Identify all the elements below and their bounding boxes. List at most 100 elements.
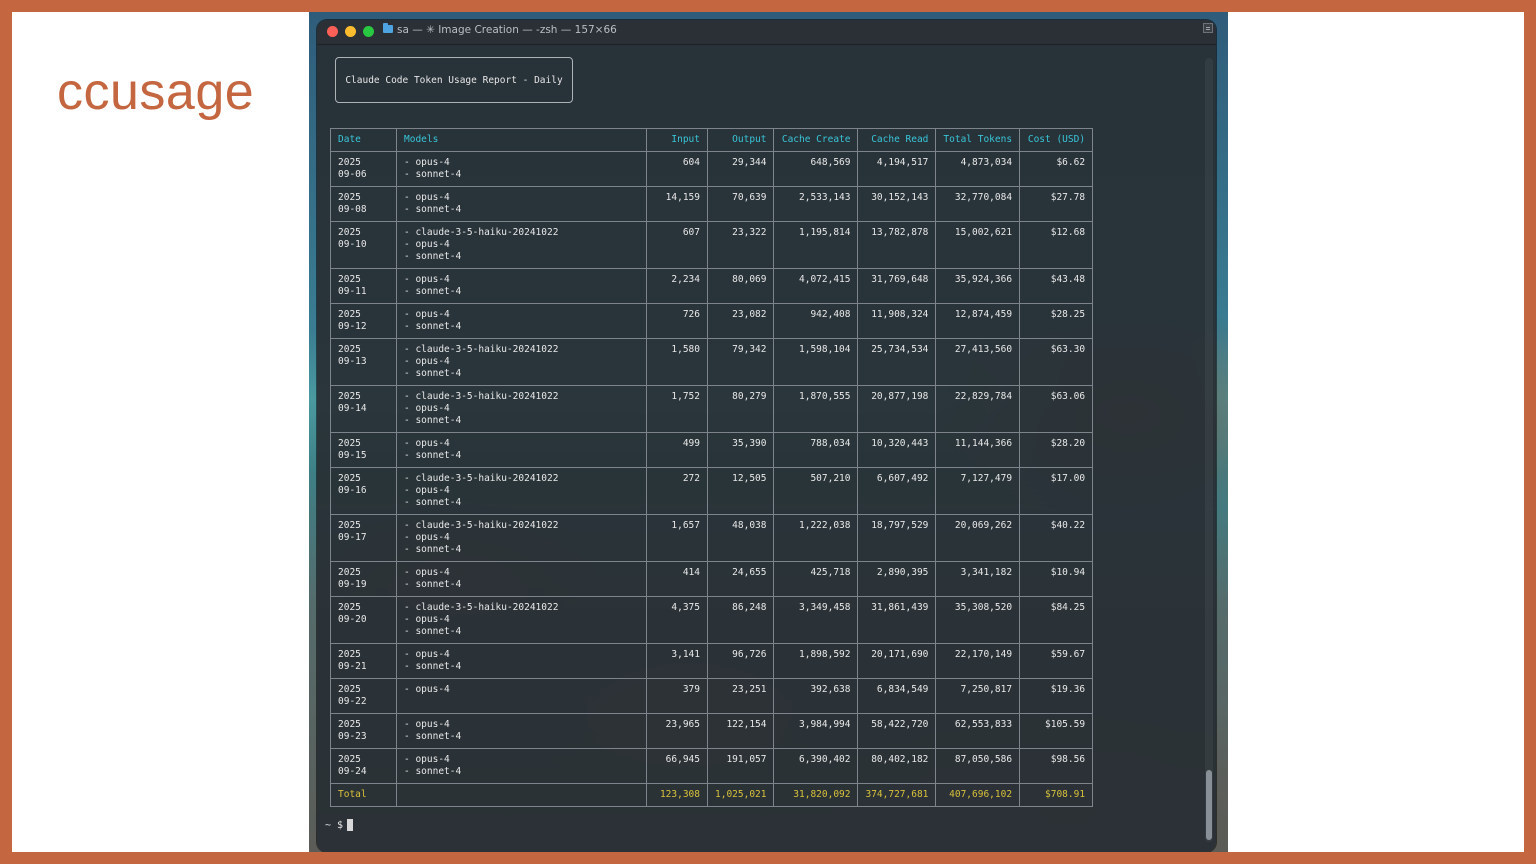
terminal-titlebar[interactable]: sa — ✳ Image Creation — -zsh — 157×66 <box>317 20 1216 45</box>
model-name: - claude-3-5-haiku-20241022 <box>404 473 559 484</box>
model-name: - sonnet-4 <box>404 286 462 297</box>
model-name: - sonnet-4 <box>404 169 462 180</box>
cell-total-tokens: 87,050,586 <box>935 748 1021 784</box>
cell-cache-create: 1,598,104 <box>773 338 859 386</box>
table-row: 2025 09-12- opus-4- sonnet-4 726 23,082 942,… <box>330 303 1094 339</box>
cell-total-tokens: 20,069,262 <box>935 514 1021 562</box>
cell-cache-create: 788,034 <box>773 432 859 468</box>
model-name: - opus-4 <box>404 356 450 367</box>
cell-input: 272 <box>646 467 708 515</box>
cell-cost: $43.48 <box>1019 268 1094 304</box>
cell-models: - opus-4- sonnet-4 <box>396 561 647 597</box>
date-line: 09-11 <box>338 286 367 297</box>
model-name: - sonnet-4 <box>404 251 462 262</box>
split-pane-icon[interactable] <box>1203 23 1213 33</box>
date-line: 09-08 <box>338 204 367 215</box>
cell-date: 2025 09-19 <box>330 561 397 597</box>
scrollbar-thumb[interactable] <box>1206 770 1212 840</box>
terminal-window[interactable]: sa — ✳ Image Creation — -zsh — 157×66 Cl… <box>317 20 1216 852</box>
cell-output: 86,248 <box>706 596 775 644</box>
maximize-window-button[interactable] <box>363 26 374 37</box>
model-name: - sonnet-4 <box>404 415 462 426</box>
model-name: - sonnet-4 <box>404 626 462 637</box>
cell-date: 2025 09-21 <box>330 643 397 679</box>
model-name: - opus-4 <box>404 157 450 168</box>
cell-input: 607 <box>646 221 708 269</box>
cell-total-tokens: 62,553,833 <box>935 713 1021 749</box>
cell-output: 191,057 <box>706 748 775 784</box>
model-name: - sonnet-4 <box>404 766 462 777</box>
date-line: 09-16 <box>338 485 367 496</box>
cell-date: 2025 09-08 <box>330 186 397 222</box>
cell-cache-read: 18,797,529 <box>857 514 937 562</box>
model-name: - opus-4 <box>404 274 450 285</box>
cell-cache-create: 1,195,814 <box>773 221 859 269</box>
date-line: 2025 <box>338 227 361 238</box>
date-line: 09-21 <box>338 661 367 672</box>
date-line: 09-22 <box>338 696 367 707</box>
cell-total-tokens: 12,874,459 <box>935 303 1021 339</box>
cell-output: 23,322 <box>706 221 775 269</box>
cell-output: 122,154 <box>706 713 775 749</box>
cell-models: - claude-3-5-haiku-20241022- opus-4- son… <box>396 338 647 386</box>
date-line: 2025 <box>338 309 361 320</box>
cell-output: 79,342 <box>706 338 775 386</box>
model-name: - claude-3-5-haiku-20241022 <box>404 602 559 613</box>
usage-table-body: 2025 09-06- opus-4- sonnet-4 604 29,344 648,… <box>330 151 1094 784</box>
table-row: 2025 09-06- opus-4- sonnet-4 604 29,344 648,… <box>330 151 1094 187</box>
column-header-total-tokens: Total Tokens <box>935 128 1021 152</box>
model-name: - sonnet-4 <box>404 661 462 672</box>
cell-cost: $19.36 <box>1019 678 1094 714</box>
cell-models: - claude-3-5-haiku-20241022- opus-4- son… <box>396 514 647 562</box>
model-name: - sonnet-4 <box>404 321 462 332</box>
cell-models: - claude-3-5-haiku-20241022- opus-4- son… <box>396 385 647 433</box>
cell-total-tokens: 35,924,366 <box>935 268 1021 304</box>
column-header-date: Date <box>330 128 397 152</box>
date-line: 09-24 <box>338 766 367 777</box>
cell-cache-create: 507,210 <box>773 467 859 515</box>
cell-cache-create: 3,349,458 <box>773 596 859 644</box>
total-cache-read: 374,727,681 <box>857 783 937 807</box>
cell-cost: $105.59 <box>1019 713 1094 749</box>
column-header-models: Models <box>396 128 647 152</box>
model-name: - opus-4 <box>404 438 450 449</box>
model-name: - opus-4 <box>404 614 450 625</box>
terminal-output[interactable]: Claude Code Token Usage Report - Daily D… <box>317 45 1216 852</box>
cell-date: 2025 09-10 <box>330 221 397 269</box>
date-line: 2025 <box>338 438 361 449</box>
model-name: - sonnet-4 <box>404 731 462 742</box>
cell-cache-read: 2,890,395 <box>857 561 937 597</box>
date-line: 2025 <box>338 344 361 355</box>
cell-cost: $27.78 <box>1019 186 1094 222</box>
cell-cost: $63.06 <box>1019 385 1094 433</box>
cell-input: 3,141 <box>646 643 708 679</box>
cell-models: - opus-4- sonnet-4 <box>396 186 647 222</box>
cell-output: 23,251 <box>706 678 775 714</box>
table-row: 2025 09-17- claude-3-5-haiku-20241022- op… <box>330 514 1094 562</box>
date-line: 09-13 <box>338 356 367 367</box>
report-title: Claude Code Token Usage Report - Daily <box>345 74 563 86</box>
vertical-scrollbar[interactable] <box>1205 58 1213 842</box>
date-line: 2025 <box>338 192 361 203</box>
minimize-window-button[interactable] <box>345 26 356 37</box>
column-header-cost: Cost (USD) <box>1019 128 1094 152</box>
model-name: - opus-4 <box>404 684 450 695</box>
shell-prompt[interactable]: ~ $ <box>325 819 354 831</box>
cell-output: 96,726 <box>706 643 775 679</box>
cell-cache-create: 942,408 <box>773 303 859 339</box>
table-row: 2025 09-10- claude-3-5-haiku-20241022- op… <box>330 221 1094 269</box>
cell-date: 2025 09-16 <box>330 467 397 515</box>
cell-output: 70,639 <box>706 186 775 222</box>
cell-output: 24,655 <box>706 561 775 597</box>
cell-input: 414 <box>646 561 708 597</box>
model-name: - sonnet-4 <box>404 204 462 215</box>
usage-table: Date Models Input Output Cache Create Ca… <box>330 128 1094 807</box>
cell-date: 2025 09-12 <box>330 303 397 339</box>
cell-cost: $10.94 <box>1019 561 1094 597</box>
column-header-input: Input <box>646 128 708 152</box>
close-window-button[interactable] <box>327 26 338 37</box>
cell-cache-read: 4,194,517 <box>857 151 937 187</box>
model-name: - opus-4 <box>404 532 450 543</box>
cell-cache-read: 58,422,720 <box>857 713 937 749</box>
date-line: 2025 <box>338 391 361 402</box>
